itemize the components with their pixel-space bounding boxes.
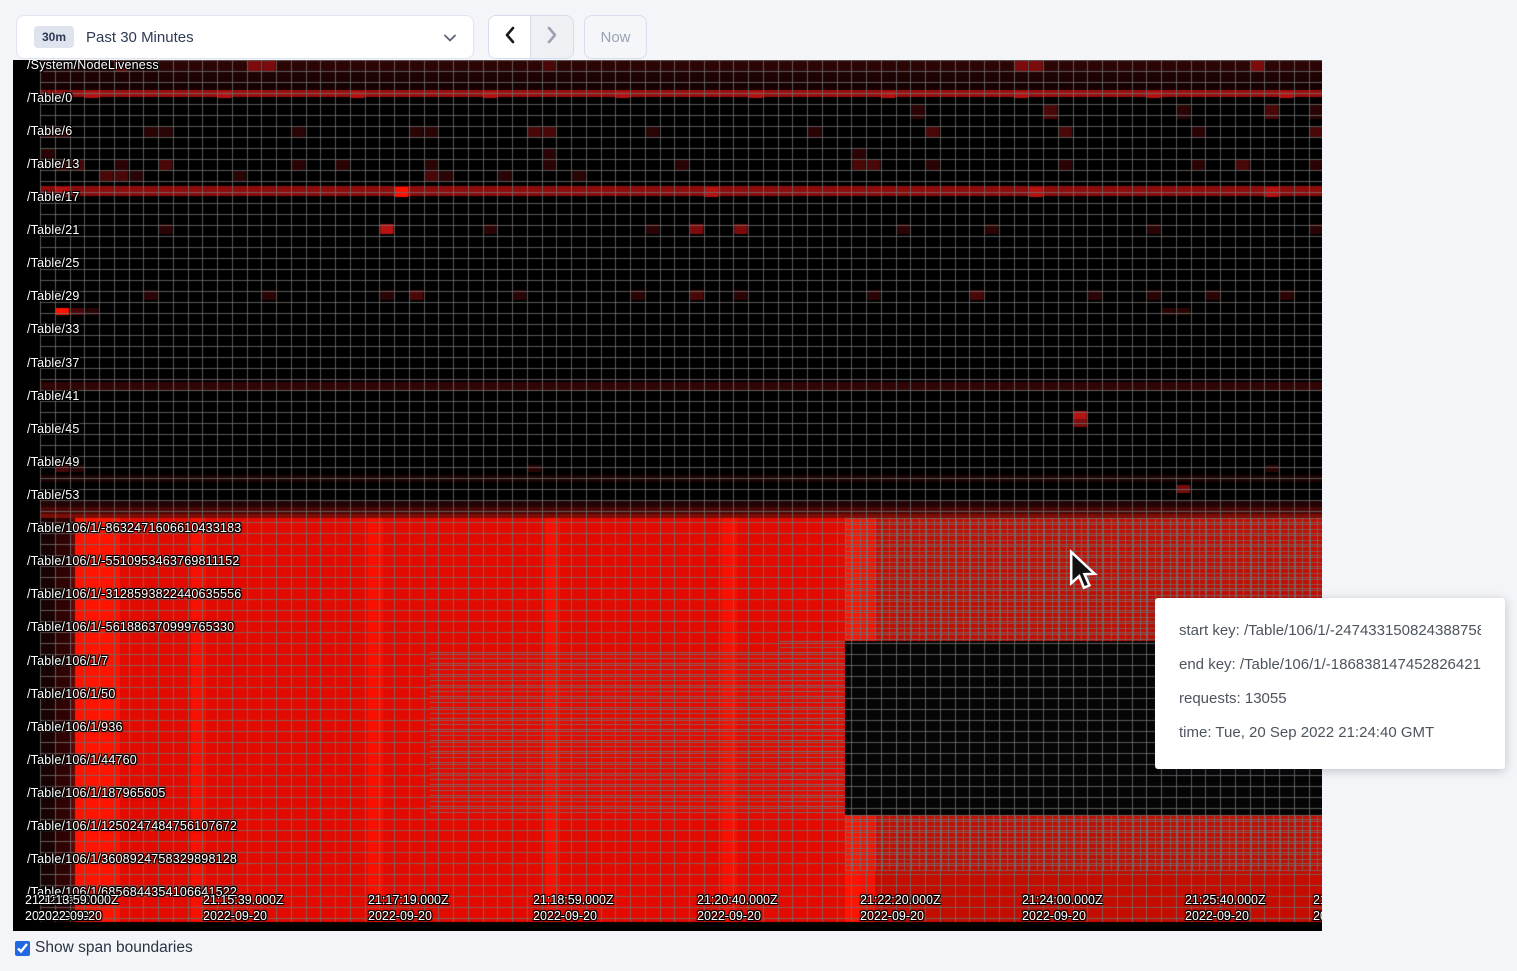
time-range-badge: 30m (34, 26, 75, 48)
tooltip-time: time: Tue, 20 Sep 2022 21:24:40 GMT (1179, 724, 1435, 741)
toolbar: 30m Past 30 Minutes Now (0, 0, 1517, 60)
chevron-down-icon (443, 30, 457, 51)
time-nav-group (488, 15, 574, 59)
show-span-boundaries-checkbox[interactable] (15, 940, 30, 956)
tooltip-start-key: start key: /Table/106/1/-247433150824388… (1179, 622, 1481, 639)
key-visualizer-canvas[interactable] (13, 60, 1322, 931)
tooltip-requests: requests: 13055 (1179, 690, 1287, 707)
show-span-boundaries-label: Show span boundaries (35, 939, 193, 956)
time-range-label: Past 30 Minutes (86, 28, 194, 46)
key-visualizer: /System/NodeLiveness/Table/0/Table/6/Tab… (13, 60, 1322, 931)
time-range-select[interactable]: 30m Past 30 Minutes (16, 15, 474, 59)
prev-time-button[interactable] (489, 16, 532, 58)
now-button[interactable]: Now (584, 15, 647, 59)
chevron-right-icon (544, 25, 560, 50)
footer: Show span boundaries (15, 939, 193, 957)
hover-tooltip: start key: /Table/106/1/-247433150824388… (1155, 598, 1505, 769)
tooltip-end-key: end key: /Table/106/1/-18683814745282642… (1179, 656, 1481, 673)
next-time-button[interactable] (531, 16, 573, 58)
chevron-left-icon (502, 25, 518, 50)
